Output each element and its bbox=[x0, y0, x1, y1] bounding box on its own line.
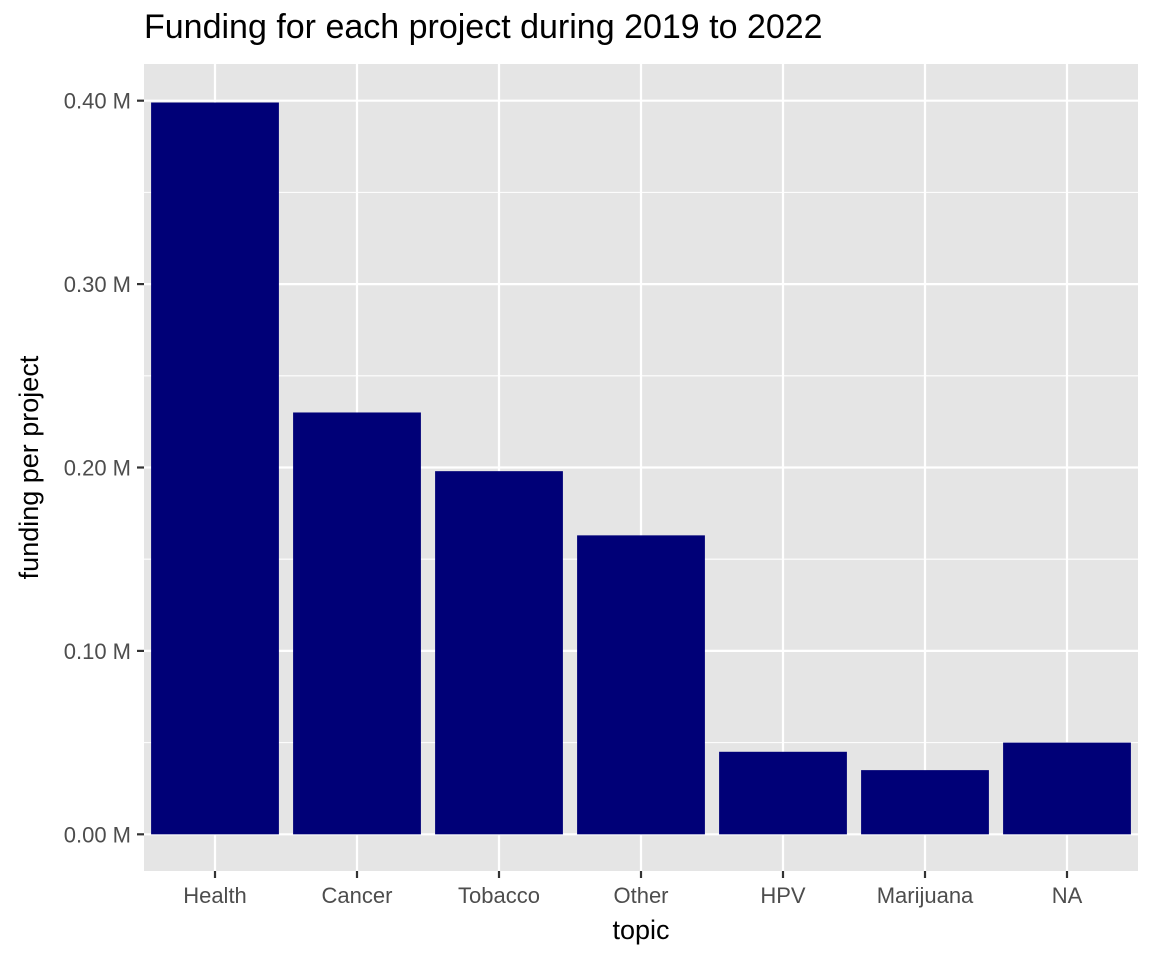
y-tick-label: 0.00 M bbox=[64, 822, 131, 847]
x-tick-label: Health bbox=[183, 883, 247, 908]
x-tick-label: Tobacco bbox=[458, 883, 540, 908]
y-tick-label: 0.30 M bbox=[64, 272, 131, 297]
x-tick-label: Other bbox=[613, 883, 668, 908]
y-tick-label: 0.10 M bbox=[64, 639, 131, 664]
x-axis: Health Cancer Tobacco Other HPV Marijuana NA bbox=[183, 871, 1083, 908]
x-tick-label: Cancer bbox=[322, 883, 393, 908]
chart-title: Funding for each project during 2019 to … bbox=[144, 8, 823, 46]
bar-other bbox=[577, 535, 705, 835]
bar-tobacco bbox=[435, 471, 563, 835]
y-tick-label: 0.20 M bbox=[64, 456, 131, 481]
bar-marijuana bbox=[861, 770, 989, 835]
bar-health bbox=[151, 102, 279, 835]
bar-cancer bbox=[293, 412, 421, 835]
y-tick-label: 0.40 M bbox=[64, 89, 131, 114]
x-tick-label: HPV bbox=[760, 883, 806, 908]
bars bbox=[151, 102, 1131, 835]
bar-na bbox=[1003, 742, 1131, 835]
x-tick-label: NA bbox=[1052, 883, 1083, 908]
y-axis-title: funding per project bbox=[14, 355, 44, 579]
x-axis-title: topic bbox=[612, 915, 669, 945]
x-tick-label: Marijuana bbox=[877, 883, 974, 908]
y-axis: 0.00 M 0.10 M 0.20 M 0.30 M 0.40 M bbox=[64, 89, 144, 847]
bar-hpv bbox=[719, 751, 847, 835]
